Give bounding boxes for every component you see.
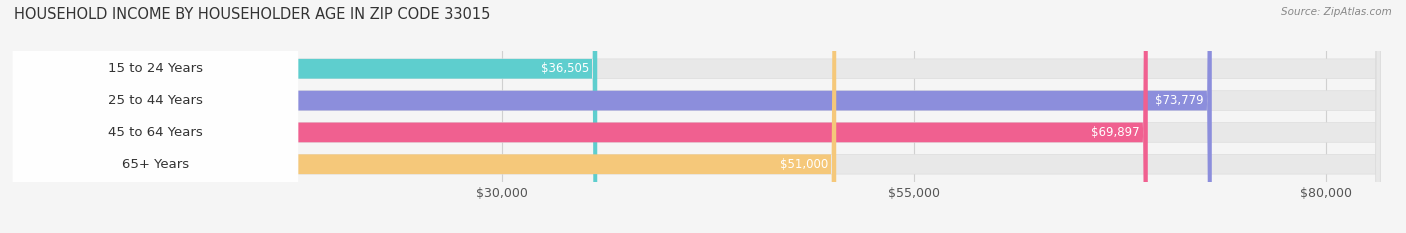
- Text: $51,000: $51,000: [780, 158, 828, 171]
- FancyBboxPatch shape: [13, 0, 298, 233]
- Text: $69,897: $69,897: [1091, 126, 1140, 139]
- Text: 15 to 24 Years: 15 to 24 Years: [108, 62, 202, 75]
- FancyBboxPatch shape: [18, 0, 1147, 233]
- FancyBboxPatch shape: [18, 0, 1381, 233]
- Text: Source: ZipAtlas.com: Source: ZipAtlas.com: [1281, 7, 1392, 17]
- Text: HOUSEHOLD INCOME BY HOUSEHOLDER AGE IN ZIP CODE 33015: HOUSEHOLD INCOME BY HOUSEHOLDER AGE IN Z…: [14, 7, 491, 22]
- Text: 65+ Years: 65+ Years: [122, 158, 188, 171]
- FancyBboxPatch shape: [13, 0, 298, 233]
- FancyBboxPatch shape: [18, 0, 837, 233]
- FancyBboxPatch shape: [13, 0, 298, 233]
- FancyBboxPatch shape: [18, 0, 1212, 233]
- FancyBboxPatch shape: [18, 0, 1381, 233]
- FancyBboxPatch shape: [18, 0, 598, 233]
- FancyBboxPatch shape: [18, 0, 1381, 233]
- Text: 45 to 64 Years: 45 to 64 Years: [108, 126, 202, 139]
- Text: 25 to 44 Years: 25 to 44 Years: [108, 94, 202, 107]
- FancyBboxPatch shape: [18, 0, 1381, 233]
- Text: $73,779: $73,779: [1154, 94, 1204, 107]
- Text: $36,505: $36,505: [541, 62, 589, 75]
- FancyBboxPatch shape: [13, 0, 298, 233]
